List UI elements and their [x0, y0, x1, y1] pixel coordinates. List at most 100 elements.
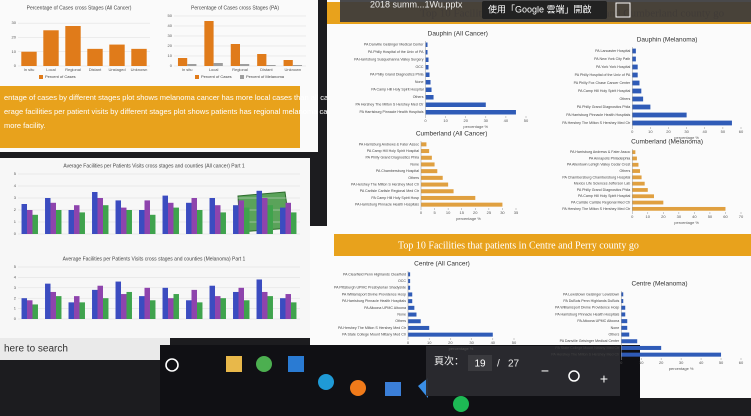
category-label: PA Camp Hill Holy Spirit Hosp — [371, 196, 419, 200]
category-label: PA Camp Hill Holy Spirit Hospital — [367, 149, 419, 153]
search-box[interactable] — [0, 338, 170, 360]
app-icon[interactable] — [288, 356, 304, 372]
y-tick-label: 3 — [14, 285, 17, 290]
page-label: 頁次： — [434, 355, 464, 368]
bar — [408, 305, 415, 310]
chrome-icon[interactable] — [256, 356, 272, 372]
bar — [408, 279, 411, 284]
bar — [425, 80, 431, 85]
bar — [632, 188, 648, 192]
bar — [238, 200, 244, 234]
page-number: 19 — [474, 359, 486, 370]
x-tick-label: 30 — [469, 340, 474, 345]
bar — [79, 302, 85, 319]
category-label: PA Danville Geisinger Medical Center — [364, 43, 424, 47]
bar — [162, 195, 169, 234]
bar — [632, 162, 639, 167]
y-tick-label: 0 — [14, 63, 17, 68]
bar — [209, 198, 216, 234]
bar — [139, 296, 145, 319]
category-label: PA Hershey The Milton S Hershey Med Ctr — [562, 121, 631, 125]
category-label: PA Philly Grand Diagnostics Phila — [366, 156, 419, 160]
vscode-icon[interactable] — [418, 378, 428, 398]
add-icon[interactable] — [615, 2, 631, 18]
title-band — [334, 234, 751, 256]
bar — [632, 175, 642, 180]
page-input[interactable] — [468, 355, 492, 371]
bar — [290, 302, 297, 319]
y-tick-label: 4 — [14, 183, 17, 188]
bar — [292, 65, 303, 66]
legend-swatch — [240, 75, 244, 79]
spotify-icon[interactable] — [453, 396, 469, 412]
category-label: PA Camp Hill Holy Spirit Hospital — [371, 88, 423, 92]
bar — [196, 302, 203, 319]
edge-icon[interactable] — [318, 374, 334, 390]
x-tick-label: 50 — [721, 129, 726, 134]
bar — [215, 205, 221, 234]
bar — [425, 87, 432, 92]
x-axis-label: percentage % — [674, 220, 699, 225]
page-total: 27 — [508, 359, 520, 370]
legend-swatch — [39, 75, 43, 79]
bar — [632, 88, 642, 94]
category-label: PA Hershey The Milton S Hershey Med Ctr — [551, 353, 620, 357]
category-label: PA Harrisburg Andrews & Fater Assoc — [359, 142, 419, 146]
x-tick-label: Unstaged — [108, 67, 125, 72]
x-tick-label: Regional — [232, 67, 248, 72]
category-label: PA New York City Path — [594, 57, 630, 61]
bar — [186, 300, 192, 319]
bar — [632, 156, 637, 161]
y-tick-label: 2 — [14, 207, 17, 212]
zoom-icon[interactable] — [568, 370, 580, 382]
zoom-out[interactable]: − — [541, 363, 549, 379]
folder-icon[interactable] — [226, 356, 242, 372]
bar — [173, 207, 179, 234]
bar — [168, 202, 174, 234]
bar — [621, 352, 722, 357]
x-tick-label: 15 — [459, 210, 464, 215]
bar — [87, 48, 103, 66]
firefox-icon[interactable] — [350, 380, 366, 396]
open-with-label: 使用「Google 雲端」開啟 — [488, 3, 592, 14]
category-label: PA Philly Grand Diagnostics Phila — [370, 73, 423, 77]
bar — [408, 332, 493, 337]
bar — [186, 202, 192, 234]
bar — [632, 120, 732, 126]
bar — [144, 200, 150, 234]
legend-label: Percent of Cases — [201, 74, 232, 79]
bar — [32, 304, 38, 319]
category-label: PA Hershey The Milton S Hershey Med Ctr — [338, 326, 407, 330]
bar — [632, 80, 640, 86]
mail-icon[interactable] — [385, 382, 401, 396]
bar — [421, 155, 432, 160]
bar — [32, 214, 38, 234]
bar — [425, 50, 428, 55]
category-label: PA State College Mount Nittany Med Ctr — [555, 346, 620, 350]
bar — [621, 299, 624, 304]
bar — [421, 175, 443, 180]
x-tick-label: 50 — [708, 214, 713, 219]
bar — [408, 272, 411, 277]
x-tick-label: 25 — [487, 210, 492, 215]
x-tick-label: 0 — [631, 214, 634, 219]
x-axis-label: percentage % — [463, 124, 488, 129]
zoom-in[interactable]: + — [600, 371, 608, 387]
category-label: None — [611, 326, 620, 330]
x-tick-label: 30 — [684, 129, 689, 134]
x-axis-label: percentage % — [456, 216, 481, 221]
bar — [97, 198, 103, 234]
x-tick-label: 60 — [723, 214, 728, 219]
category-label: PA Camp Hill Holy Spirit Hospital — [578, 89, 630, 93]
bar — [285, 294, 291, 319]
y-tick-label: 1 — [14, 306, 17, 311]
open-with-button[interactable] — [482, 1, 607, 19]
start-icon[interactable] — [165, 358, 179, 372]
x-tick-label: 20 — [666, 129, 671, 134]
bar — [50, 202, 56, 234]
x-tick-label: 0 — [424, 118, 427, 123]
bar — [408, 285, 411, 290]
bar — [68, 302, 75, 319]
bar — [55, 210, 62, 234]
bar — [109, 44, 125, 66]
